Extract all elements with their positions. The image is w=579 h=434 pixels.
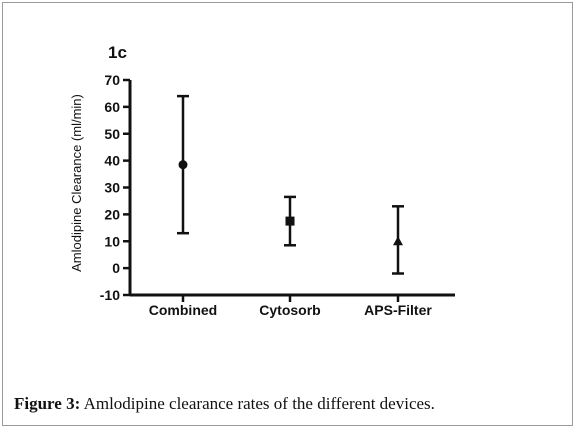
- point-group-2: [392, 205, 404, 275]
- caption-text: Amlodipine clearance rates of the differ…: [80, 394, 435, 413]
- figure-caption: Figure 3: Amlodipine clearance rates of …: [14, 394, 435, 414]
- y-tick-label-4: 30: [104, 180, 120, 196]
- data-marks: [177, 94, 404, 275]
- y-tick-label-2: 10: [104, 233, 120, 249]
- point-group-1: [284, 195, 296, 247]
- figure-frame: [2, 2, 573, 426]
- y-tick-label-0: -10: [100, 287, 120, 303]
- y-tick-label-6: 50: [104, 126, 120, 142]
- panel-label: 1c: [108, 43, 127, 62]
- chart-svg: 1c Amlodipine Clearance (ml/min) -10 0 10 2…: [69, 43, 455, 318]
- y-tick-label-1: 0: [112, 260, 120, 276]
- data-point-2: [393, 236, 403, 246]
- data-point-0: [178, 160, 188, 170]
- y-tick-label-5: 40: [104, 153, 120, 169]
- x-category-label-2: APS-Filter: [364, 302, 432, 318]
- caption-label: Figure 3:: [14, 394, 81, 413]
- y-axis-label: Amlodipine Clearance (ml/min): [69, 94, 84, 272]
- axes: [128, 80, 455, 297]
- y-tick-label-3: 20: [104, 206, 120, 222]
- data-point-1: [285, 216, 295, 226]
- y-tick-label-7: 60: [104, 99, 120, 115]
- y-tick-label-8: 70: [104, 72, 120, 88]
- y-ticks: -10 0 10 20 30 40 50 60 70: [100, 72, 130, 303]
- x-ticks: Combined Cytosorb APS-Filter: [149, 295, 432, 318]
- point-group-0: [177, 94, 189, 235]
- x-category-label-0: Combined: [149, 302, 217, 318]
- x-category-label-1: Cytosorb: [259, 302, 320, 318]
